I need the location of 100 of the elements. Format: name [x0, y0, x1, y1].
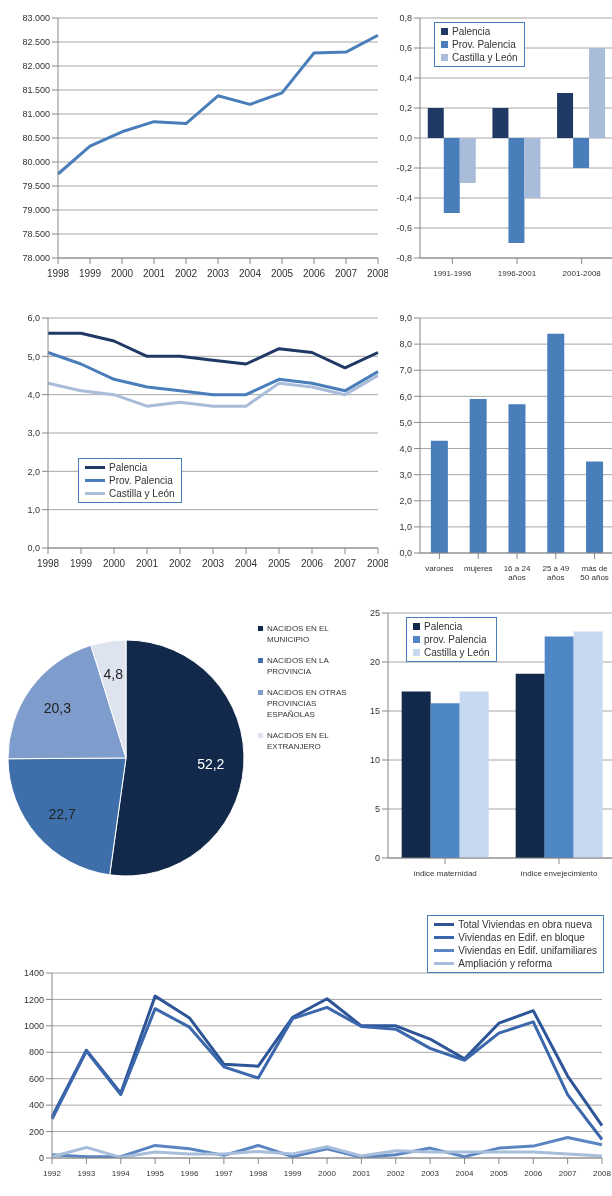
y-tick-label: 7,0: [399, 365, 412, 376]
line-series: [46, 351, 380, 397]
x-tick-label: índice maternidad: [413, 868, 477, 878]
bar: [508, 404, 526, 553]
x-tick-label: varones: [425, 563, 454, 573]
y-tick-label: 79.500: [22, 181, 50, 192]
y-tick-label: 79.000: [22, 205, 50, 216]
legend-label: prov. Palencia: [424, 633, 487, 646]
x-tick-label: 2005: [489, 1168, 509, 1178]
y-tick-label: 2,0: [399, 495, 412, 506]
legend-label: Total Viviendas en obra nueva: [458, 918, 593, 931]
x-tick-label: 1993: [77, 1168, 96, 1178]
x-tick-label: 1998: [46, 268, 70, 280]
bar: [515, 673, 545, 858]
legend-label: Castilla y León: [109, 487, 175, 500]
y-tick-label: 9,0: [399, 313, 412, 324]
bar: [492, 108, 509, 138]
y-tick-label: 6,0: [399, 391, 412, 402]
data-label: 20,3: [43, 699, 72, 716]
x-tick-label: 1995: [146, 1168, 165, 1178]
y-tick-label: 80.500: [22, 133, 50, 144]
bar: [427, 108, 444, 138]
y-tick-label: 3,0: [27, 428, 40, 439]
x-tick-label: 16 a 24 años: [503, 563, 531, 582]
y-tick-label: 0,0: [27, 543, 40, 554]
bar: [508, 138, 525, 243]
legend-label: NACIDOS EN OTRAS PROVINCIAS ESPAÑOLAS: [267, 687, 348, 720]
y-tick-label: 0,8: [399, 13, 412, 24]
line-series: [46, 374, 380, 408]
bar: [469, 398, 487, 553]
y-tick-label: 1400: [23, 968, 44, 979]
x-tick-label: 1996: [180, 1168, 199, 1178]
x-tick-label: 2000: [318, 1168, 337, 1178]
x-tick-label: 2007: [558, 1168, 578, 1178]
x-tick-label: 1999: [283, 1168, 303, 1178]
bar: [557, 93, 574, 138]
y-tick-label: 3,0: [399, 469, 412, 480]
y-tick-label: 0,2: [399, 103, 412, 114]
y-tick-label: 82.500: [22, 37, 50, 48]
x-tick-label: más de 50 años: [580, 563, 609, 582]
x-tick-label: 2003: [201, 558, 225, 570]
x-tick-label: 1992: [43, 1168, 62, 1178]
x-tick-label: 1999: [78, 268, 102, 280]
y-tick-label: 0: [374, 853, 380, 864]
x-tick-label: 2000: [110, 268, 134, 280]
legend-label: Viviendas en Edif. en bloque: [458, 931, 585, 944]
bar: [459, 691, 489, 858]
y-tick-label: 0,0: [399, 133, 412, 144]
bar: [544, 636, 574, 858]
x-tick-label: 2000: [102, 558, 126, 570]
x-tick-label: 2008: [593, 1168, 612, 1178]
y-tick-label: 4,0: [399, 443, 412, 454]
x-tick-label: 2004: [455, 1168, 474, 1178]
y-tick-label: 0,0: [399, 548, 412, 559]
y-tick-label: -0,8: [396, 253, 412, 264]
y-tick-label: 1200: [23, 994, 44, 1005]
y-tick-label: 1,0: [27, 504, 40, 515]
y-tick-label: 83.000: [22, 13, 50, 24]
x-tick-label: mujeres: [463, 563, 493, 573]
x-tick-label: 1999: [69, 558, 93, 570]
x-tick-label: 2005: [267, 558, 291, 570]
y-tick-label: 4,0: [27, 389, 40, 400]
y-tick-label: 5,0: [27, 351, 40, 362]
y-tick-label: 20: [369, 657, 380, 668]
x-tick-label: 2008: [366, 558, 390, 570]
y-tick-label: 0,4: [399, 73, 412, 84]
x-tick-label: 2001-2008: [562, 268, 602, 278]
x-tick-label: 2002: [168, 558, 192, 570]
legend-label: Ampliación y reforma: [458, 957, 553, 970]
x-tick-label: 2007: [334, 268, 358, 280]
y-tick-label: 5,0: [399, 417, 412, 428]
y-tick-label: -0,6: [396, 223, 412, 234]
x-tick-label: 2003: [206, 268, 230, 280]
data-label: 22,7: [48, 805, 76, 822]
bar: [401, 691, 431, 858]
x-tick-label: 2001: [135, 558, 159, 570]
x-tick-label: 2004: [234, 558, 258, 570]
y-tick-label: 200: [28, 1126, 44, 1137]
y-tick-label: 1000: [23, 1021, 44, 1032]
y-tick-label: 10: [369, 755, 380, 766]
x-tick-label: índice envejecimiento: [520, 868, 599, 878]
y-tick-label: 8,0: [399, 339, 412, 350]
y-tick-label: 0: [38, 1153, 44, 1164]
y-tick-label: 2,0: [27, 466, 40, 477]
legend-label: Prov. Palencia: [109, 474, 173, 487]
legend-label: NACIDOS EN EL EXTRANJERO: [267, 730, 330, 752]
x-tick-label: 2008: [366, 268, 390, 280]
x-tick-label: 2001: [142, 268, 166, 280]
x-tick-label: 2007: [333, 558, 357, 570]
x-tick-label: 1997: [214, 1168, 234, 1178]
y-tick-label: -0,2: [396, 163, 412, 174]
y-tick-label: 1,0: [399, 522, 412, 533]
y-tick-label: 800: [28, 1047, 44, 1058]
bar: [573, 631, 603, 858]
legend-label: NACIDOS EN EL MUNICIPIO: [267, 623, 330, 645]
bar: [443, 138, 460, 213]
y-tick-label: 78.000: [22, 253, 50, 264]
y-tick-label: 81.000: [22, 109, 50, 120]
bar: [430, 440, 448, 553]
y-tick-label: 81.500: [22, 85, 50, 96]
